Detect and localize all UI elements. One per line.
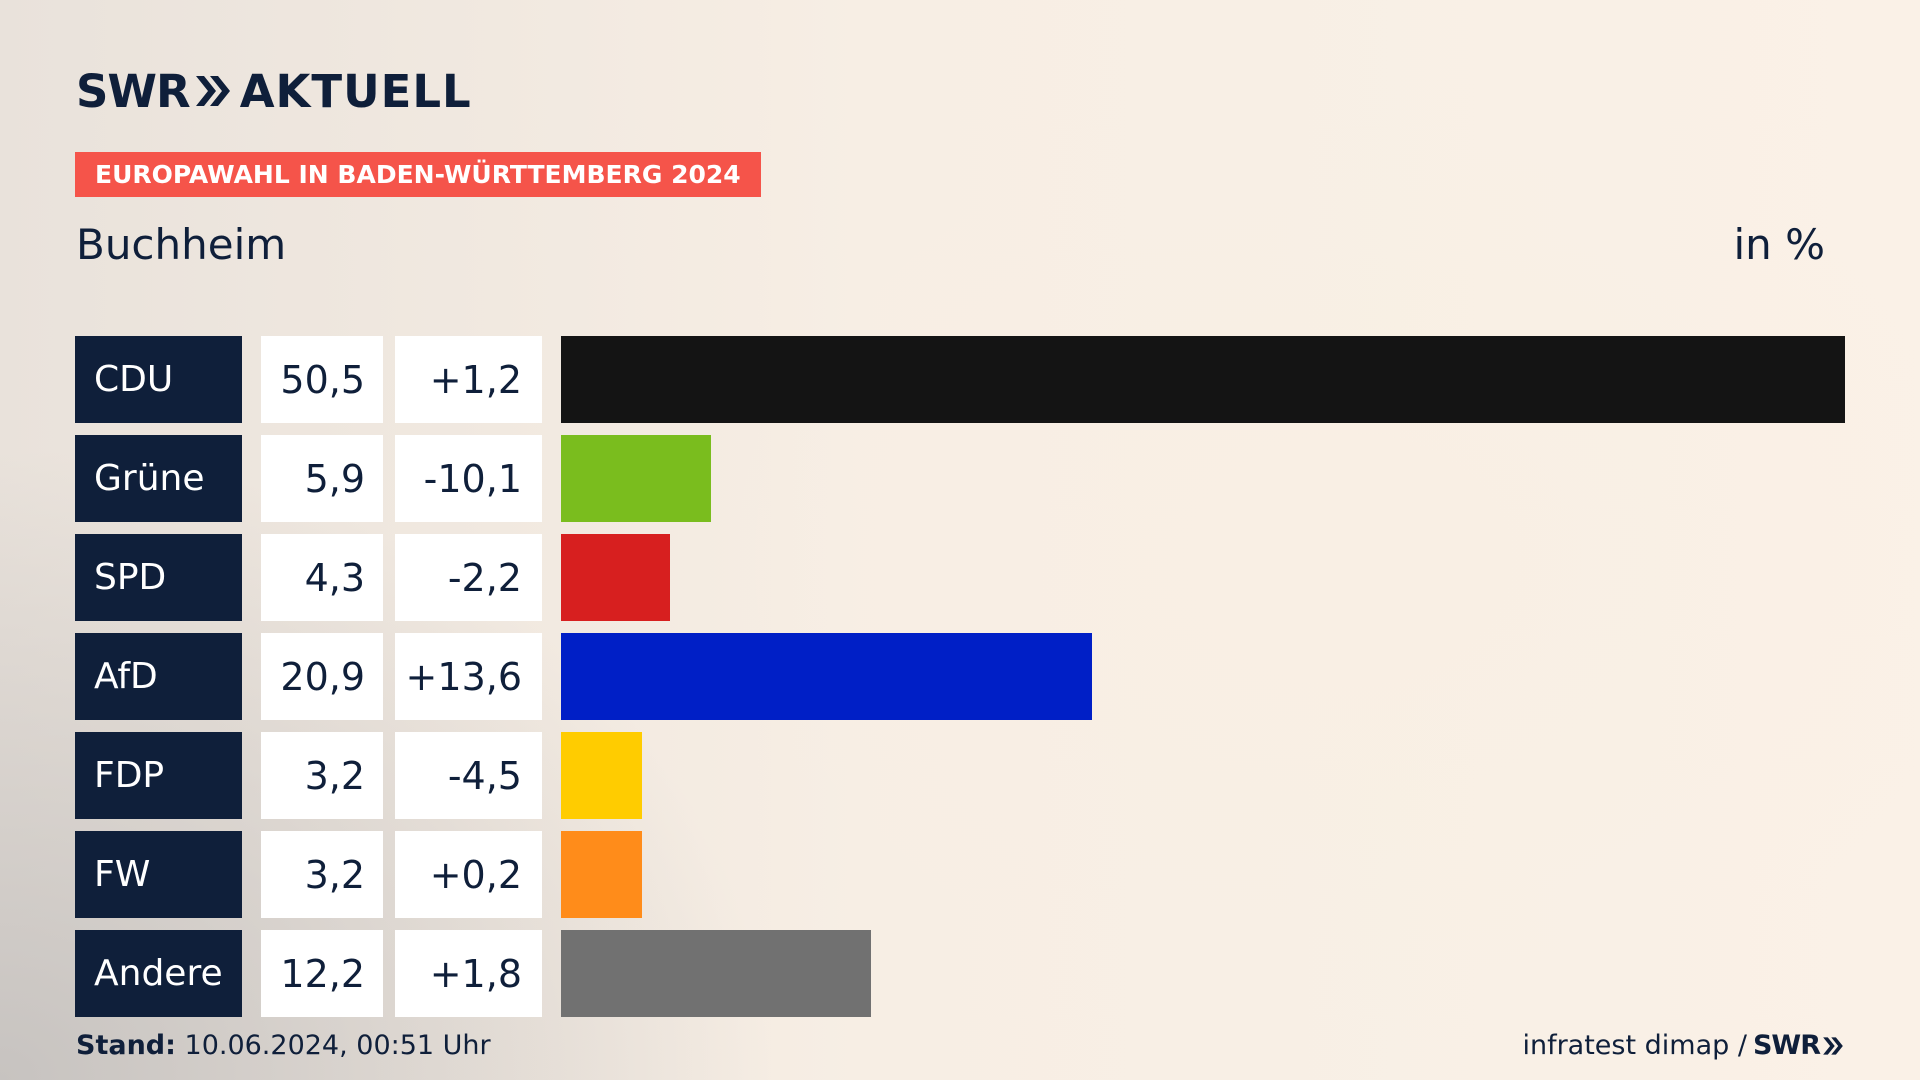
logo-swr-text: SWR <box>76 64 191 118</box>
result-bar <box>561 435 711 522</box>
location-title: Buchheim <box>76 220 287 269</box>
result-bar <box>561 831 643 918</box>
result-bar <box>561 930 872 1017</box>
election-badge: EUROPAWAHL IN BADEN-WÜRTTEMBERG 2024 <box>75 152 761 197</box>
double-chevron-icon <box>195 76 230 106</box>
party-label: CDU <box>75 336 242 423</box>
party-label: FW <box>75 831 242 918</box>
vote-share-value: 4,3 <box>261 534 383 621</box>
double-chevron-icon <box>1823 1036 1843 1055</box>
vote-share-change: +1,2 <box>395 336 542 423</box>
source-text: infratest dimap / <box>1522 1030 1747 1061</box>
stand-label: Stand: <box>76 1030 176 1061</box>
party-label: Andere <box>75 930 242 1017</box>
timestamp: Stand: 10.06.2024, 00:51 Uhr <box>76 1030 491 1061</box>
party-label: SPD <box>75 534 242 621</box>
result-row: Andere 12,2 +1,8 <box>75 930 1845 1017</box>
stand-value: 10.06.2024, 00:51 Uhr <box>184 1030 491 1061</box>
result-row: CDU 50,5 +1,2 <box>75 336 1845 423</box>
vote-share-value: 3,2 <box>261 831 383 918</box>
vote-share-change: +13,6 <box>395 633 542 720</box>
vote-share-change: +1,8 <box>395 930 542 1017</box>
party-label: Grüne <box>75 435 242 522</box>
vote-share-change: -10,1 <box>395 435 542 522</box>
result-row: FW 3,2 +0,2 <box>75 831 1845 918</box>
vote-share-change: -2,2 <box>395 534 542 621</box>
party-label: AfD <box>75 633 242 720</box>
result-row: AfD 20,9 +13,6 <box>75 633 1845 720</box>
vote-share-value: 12,2 <box>261 930 383 1017</box>
swr-aktuell-logo: SWR AKTUELL <box>76 64 472 118</box>
vote-share-value: 5,9 <box>261 435 383 522</box>
result-row: Grüne 5,9 -10,1 <box>75 435 1845 522</box>
vote-share-change: -4,5 <box>395 732 542 819</box>
vote-share-value: 3,2 <box>261 732 383 819</box>
result-bar <box>561 633 1093 720</box>
result-bar <box>561 336 1845 423</box>
source-logo-text: SWR <box>1752 1030 1821 1061</box>
result-bar <box>561 732 643 819</box>
unit-label: in % <box>1733 220 1825 269</box>
vote-share-value: 50,5 <box>261 336 383 423</box>
vote-share-value: 20,9 <box>261 633 383 720</box>
logo-aktuell-text: AKTUELL <box>239 64 472 118</box>
result-bar <box>561 534 671 621</box>
source-credit: infratest dimap / SWR <box>1522 1030 1844 1061</box>
vote-share-change: +0,2 <box>395 831 542 918</box>
result-row: SPD 4,3 -2,2 <box>75 534 1845 621</box>
party-label: FDP <box>75 732 242 819</box>
result-row: FDP 3,2 -4,5 <box>75 732 1845 819</box>
